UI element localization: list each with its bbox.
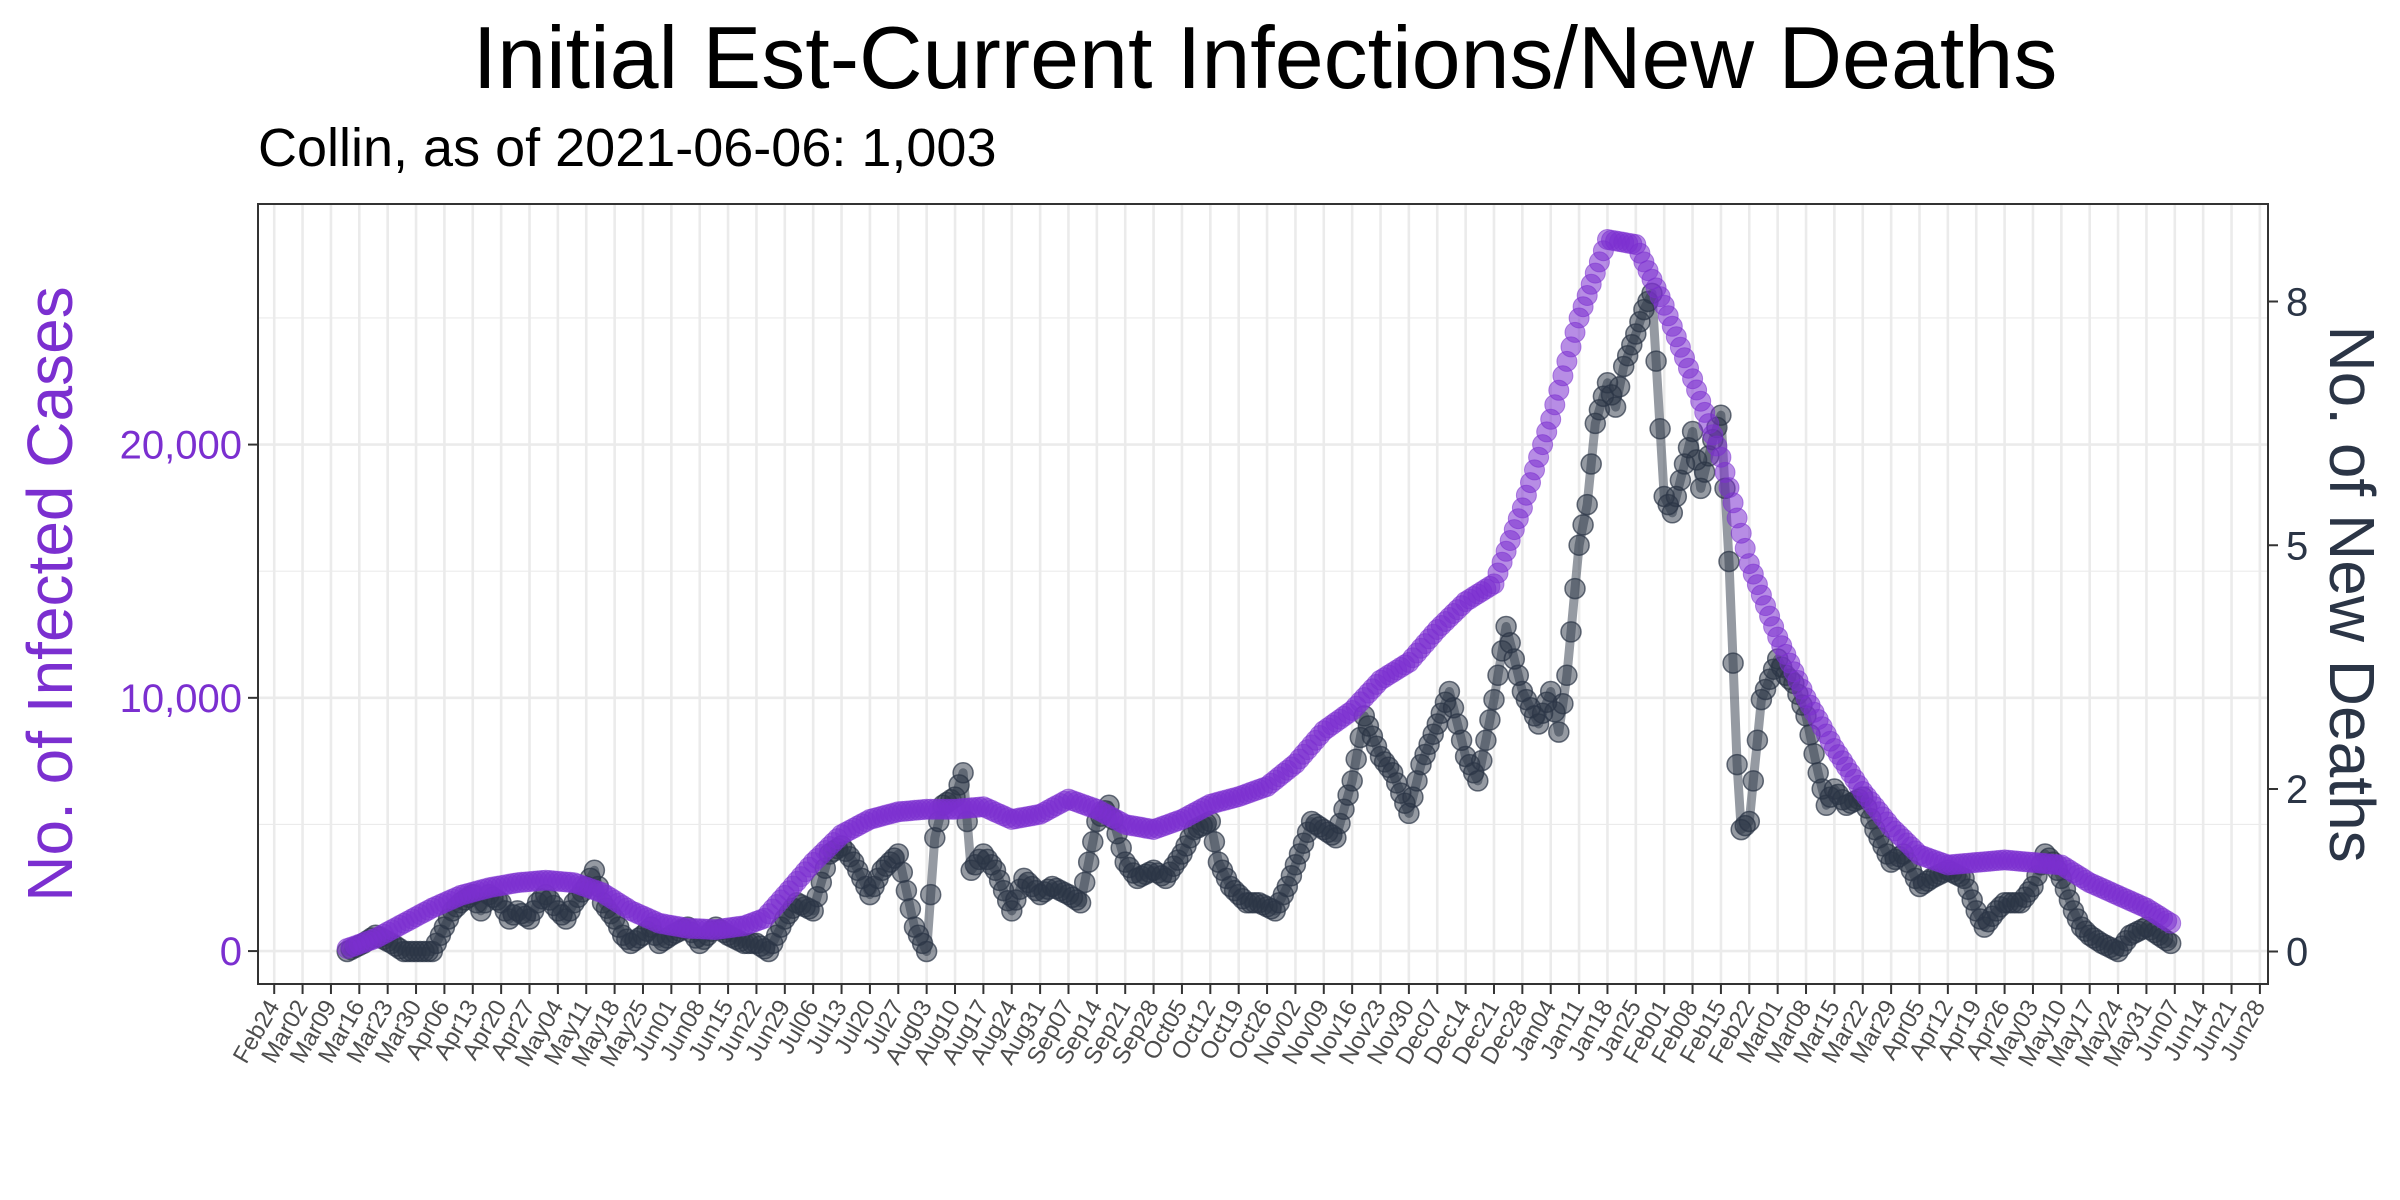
left-axis-tick-label: 20,000 (120, 424, 242, 468)
chart-title: Initial Est-Current Infections/New Death… (473, 8, 2058, 107)
deaths-point (1604, 396, 1627, 418)
infections-series-layer (336, 229, 2182, 959)
deaths-point (887, 843, 910, 865)
right-axis-label: No. of New Deaths (2316, 325, 2388, 862)
left-axis-tick-label: 0 (220, 930, 242, 974)
deaths-point (1341, 770, 1363, 792)
deaths-point (1556, 664, 1578, 687)
deaths-point (1645, 350, 1667, 372)
deaths-point (1726, 753, 1748, 776)
deaths-point (1572, 514, 1594, 536)
right-axis-tick-label: 8 (2286, 281, 2308, 325)
deaths-point (1742, 770, 1765, 792)
deaths-point (1722, 652, 1744, 674)
deaths-point (1552, 692, 1574, 715)
deaths-point (1467, 770, 1489, 792)
deaths-point (1082, 831, 1104, 853)
right-axis-tick-label: 5 (2286, 524, 2308, 568)
left-axis-label: No. of Infected Cases (14, 286, 86, 901)
right-axis: 0 2 5 8 (2268, 281, 2308, 975)
deaths-point (1718, 550, 1740, 573)
chart-subtitle: Collin, as of 2021-06-06: 1,003 (258, 118, 997, 178)
right-axis-tick-label: 2 (2286, 768, 2308, 812)
deaths-point (1487, 664, 1509, 687)
deaths-point (899, 898, 922, 920)
deaths-point (1548, 721, 1570, 743)
deaths-point (1576, 493, 1598, 516)
deaths-point (895, 879, 918, 902)
deaths-point (1649, 418, 1671, 440)
deaths-point (1483, 688, 1505, 711)
deaths-series-layer (336, 282, 2182, 963)
deaths-point (952, 762, 974, 784)
deaths-point (1475, 729, 1497, 752)
deaths-point (915, 940, 938, 963)
x-axis: Feb24Mar02Mar09Mar16Mar23Mar30Apr06Apr13… (228, 984, 2271, 1071)
deaths-point (1738, 810, 1761, 833)
deaths-point (1069, 892, 1092, 914)
left-axis: 0 10,000 20,000 (120, 424, 258, 974)
deaths-point (1471, 749, 1493, 772)
deaths-point (1746, 729, 1769, 752)
deaths-point (1608, 376, 1631, 398)
left-axis-tick-label: 10,000 (120, 677, 242, 721)
deaths-point (1479, 709, 1501, 731)
deaths-point (1073, 871, 1096, 894)
deaths-point (1345, 748, 1367, 770)
infections-point (2160, 912, 2182, 934)
deaths-point (1803, 743, 1825, 765)
deaths-point (1203, 831, 1226, 853)
deaths-point (2159, 932, 2182, 955)
deaths-point (1077, 851, 1100, 873)
right-axis-tick-label: 0 (2286, 931, 2308, 975)
deaths-point (1564, 577, 1586, 600)
deaths-point (1568, 534, 1590, 556)
deaths-point (891, 861, 914, 884)
panel-border (257, 203, 2269, 985)
deaths-point (1560, 621, 1582, 643)
deaths-point (919, 883, 942, 906)
deaths-point (1580, 453, 1602, 475)
